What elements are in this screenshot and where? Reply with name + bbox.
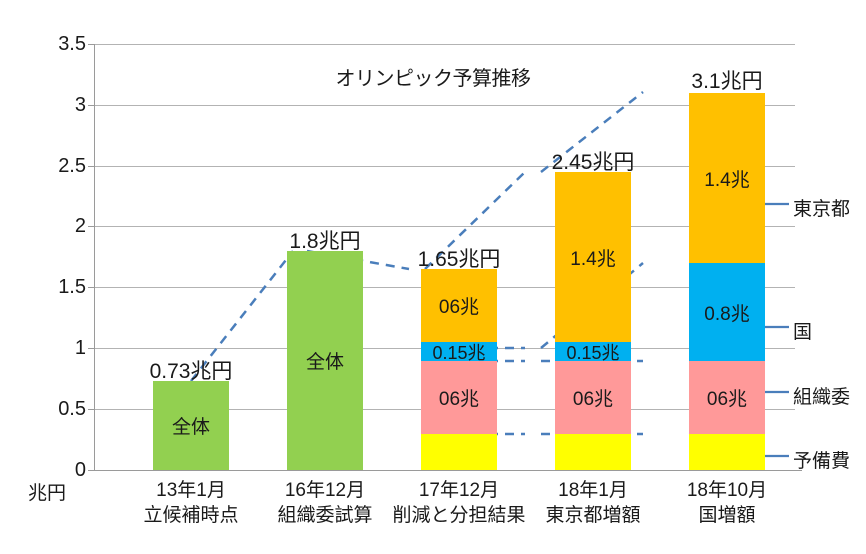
y-tick-label: 0 <box>74 459 86 481</box>
x-axis-category-5: 18年10月 国増額 <box>637 478 817 528</box>
bar-total-label-1: 0.73兆円 <box>149 360 233 383</box>
y-tick-mark-2-5 <box>88 166 95 167</box>
bar-segment-yobihi[interactable] <box>421 434 497 470</box>
y-tick-label: 0.5 <box>58 398 86 420</box>
y-tick-mark-0-0 <box>88 470 95 471</box>
x-category-line1: 13年1月 <box>156 480 226 501</box>
y-tick-label: 2 <box>74 215 86 237</box>
bar-column-4[interactable]: 06兆 0.15兆 1.4兆 <box>555 44 631 470</box>
annotation-label-yobihi: 予備費 <box>793 451 851 472</box>
y-tick-mark-3-5 <box>88 44 95 45</box>
bar-segment-kuni[interactable]: 0.8兆 <box>689 263 765 361</box>
bar-segment-kuni[interactable]: 0.15兆 <box>555 342 631 363</box>
bar-segment-tokyoto[interactable]: 1.4兆 <box>555 172 631 342</box>
annotation-label-tokyoto: 東京都 <box>793 199 851 220</box>
x-category-line1: 18年1月 <box>558 480 628 501</box>
bar-segment-tokyoto[interactable]: 1.4兆 <box>689 93 765 263</box>
bar-segment-soshikii[interactable]: 06兆 <box>555 361 631 434</box>
y-tick-label: 1 <box>74 337 86 359</box>
y-tick-label: 1.5 <box>58 276 86 298</box>
bar-segment-tokyoto[interactable]: 06兆 <box>421 269 497 342</box>
x-category-line2: 国増額 <box>698 505 756 526</box>
x-category-line1: 16年12月 <box>284 480 366 501</box>
bar-column-3[interactable]: 06兆 0.15兆 06兆 <box>421 44 497 470</box>
bar-column-2[interactable]: 全体 <box>287 44 363 470</box>
annotation-label-kuni: 国 <box>793 322 813 343</box>
gridline-3-0 <box>95 105 795 106</box>
bar-segment-zentai[interactable]: 全体 <box>153 381 229 470</box>
gridline-2-5 <box>95 166 795 167</box>
y-tick-mark-0-5 <box>88 409 95 410</box>
x-axis-category-4: 18年1月 東京都増額 <box>503 478 683 528</box>
bar-column-5[interactable]: 06兆 0.8兆 1.4兆 <box>689 44 765 470</box>
y-tick-mark-3-0 <box>88 105 95 106</box>
bar-segment-yobihi[interactable] <box>689 434 765 470</box>
chart-title: オリンピック予算推移 <box>335 68 532 90</box>
x-category-line2: 東京都増額 <box>545 505 641 526</box>
y-tick-mark-2-0 <box>88 226 95 227</box>
y-axis-tick-labels: 3.5 3 2.5 2 1.5 1 0.5 0 <box>0 34 86 480</box>
bar-total-label-2: 1.8兆円 <box>289 230 361 253</box>
x-axis-category-3: 17年12月 削減と分担結果 <box>369 478 549 528</box>
y-tick-mark-1-0 <box>88 348 95 349</box>
y-axis-unit-label: 兆円 <box>28 483 67 504</box>
bar-column-1[interactable]: 全体 <box>153 44 229 470</box>
x-category-line2: 組織委試算 <box>277 505 373 526</box>
bar-segment-yobihi[interactable] <box>555 434 631 470</box>
bar-segment-soshikii[interactable]: 06兆 <box>689 361 765 434</box>
bar-total-label-4: 2.45兆円 <box>551 151 635 174</box>
y-tick-mark-1-5 <box>88 287 95 288</box>
x-category-line1: 18年10月 <box>686 480 768 501</box>
bar-segment-kuni[interactable]: 0.15兆 <box>421 342 497 363</box>
x-category-line2: 立候補時点 <box>143 505 239 526</box>
y-tick-label: 3 <box>74 94 86 116</box>
y-axis-line <box>94 44 95 471</box>
gridline-3-5 <box>95 44 795 45</box>
bar-segment-soshikii[interactable]: 06兆 <box>421 361 497 434</box>
x-category-line1: 17年12月 <box>418 480 500 501</box>
bar-total-label-5: 3.1兆円 <box>691 70 763 93</box>
bar-total-label-3: 1.65兆円 <box>417 248 501 271</box>
bar-segment-zentai[interactable]: 全体 <box>287 251 363 470</box>
x-axis-category-1: 13年1月 立候補時点 <box>101 478 281 528</box>
x-axis-category-2: 16年12月 組織委試算 <box>235 478 415 528</box>
x-axis-line <box>90 470 802 471</box>
x-category-line2: 削減と分担結果 <box>392 505 526 526</box>
annotation-label-soshikii: 組織委 <box>793 387 851 408</box>
y-tick-label: 2.5 <box>58 155 86 177</box>
y-tick-label: 3.5 <box>58 33 86 55</box>
